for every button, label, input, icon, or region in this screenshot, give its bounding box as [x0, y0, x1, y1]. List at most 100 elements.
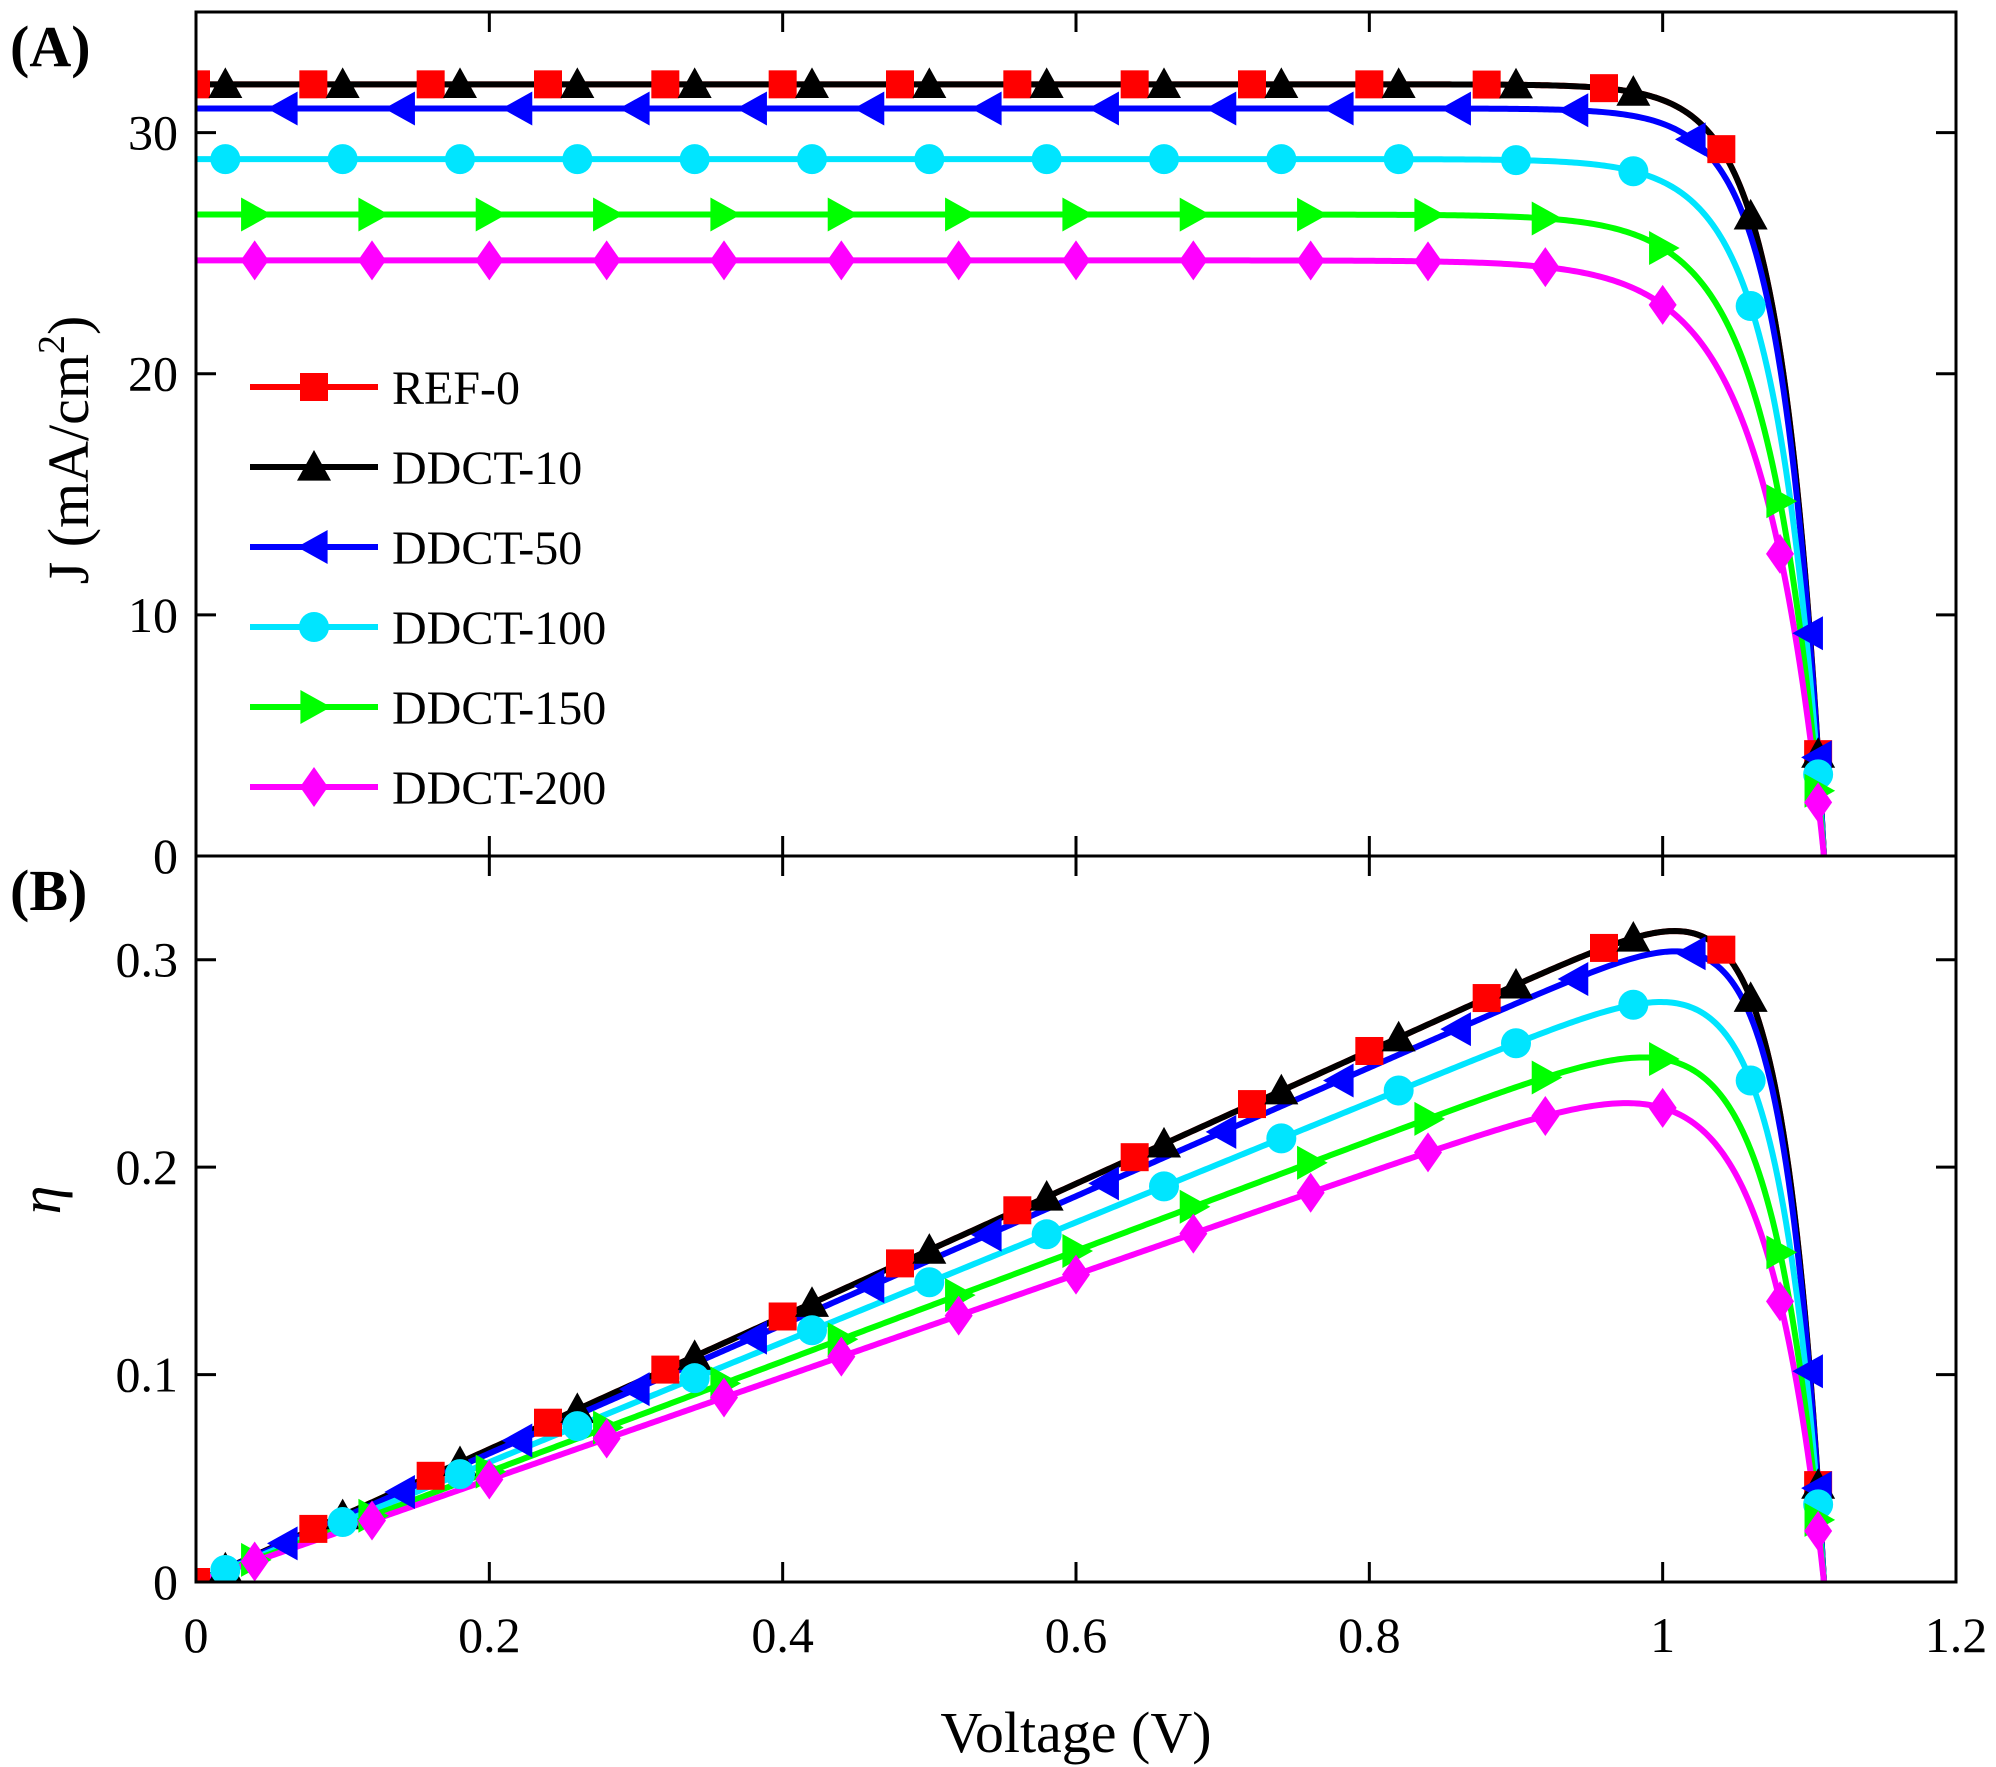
data-point-ref-0: [651, 70, 680, 99]
data-point-ddct-150: [358, 197, 389, 232]
efficiency-line-ddct-200: [196, 1100, 1827, 1582]
efficiency-point-ref-0: [886, 1249, 914, 1278]
data-point-ddct-100: [679, 144, 710, 175]
data-point-ddct-200: [1414, 241, 1442, 282]
data-point-ddct-150: [1179, 197, 1211, 232]
data-point-ddct-50: [853, 91, 885, 126]
data-point-ddct-10: [795, 67, 829, 98]
y-tick-label: 0: [153, 828, 178, 884]
efficiency-point-ddct-200: [1179, 1213, 1208, 1254]
data-point-ddct-150: [1766, 484, 1797, 519]
efficiency-point-ddct-100: [1266, 1123, 1297, 1154]
x-tick-label: 0.2: [458, 1607, 521, 1663]
data-point-ddct-50: [267, 91, 298, 126]
x-tick-label: 0.4: [751, 1607, 814, 1663]
data-point-ddct-150: [945, 197, 976, 232]
efficiency-point-ddct-50: [1205, 1114, 1237, 1149]
efficiency-point-ddct-50: [971, 1217, 1002, 1252]
efficiency-point-ddct-10: [1499, 967, 1533, 999]
data-point-ddct-50: [1323, 91, 1354, 126]
data-point-ddct-50: [736, 91, 767, 126]
data-point-ddct-50: [1440, 91, 1471, 126]
efficiency-point-ddct-10: [795, 1286, 829, 1317]
data-point-ddct-150: [1531, 201, 1563, 236]
data-point-ddct-200: [1179, 240, 1208, 281]
efficiency-point-ddct-100: [562, 1411, 593, 1442]
efficiency-point-ddct-50: [736, 1320, 767, 1355]
efficiency-point-ref-0: [1238, 1090, 1266, 1119]
data-point-ddct-50: [1792, 616, 1823, 651]
panel-a-y-axis-label: J (mA/cm2): [31, 316, 101, 585]
data-point-ddct-10: [208, 67, 243, 98]
legend-entry-ddct-150: DDCT-150: [392, 682, 606, 735]
efficiency-point-ddct-50: [1088, 1166, 1119, 1201]
data-point-ddct-150: [593, 197, 624, 232]
data-point-ddct-200: [475, 240, 504, 281]
legend-marker-ddct-200: [300, 767, 328, 807]
data-point-ddct-10: [1733, 198, 1768, 230]
data-point-ddct-150: [1649, 231, 1680, 266]
y-tick-label: 0: [153, 1554, 178, 1610]
efficiency-point-ddct-100: [1383, 1075, 1414, 1106]
legend-entry-ddct-50: DDCT-50: [392, 522, 582, 575]
data-point-ref-0: [1003, 70, 1032, 99]
efficiency-point-ddct-200: [1296, 1172, 1325, 1213]
data-point-ddct-100: [562, 144, 593, 175]
data-point-ddct-150: [1414, 198, 1445, 233]
y-tick-label: 20: [128, 346, 178, 402]
efficiency-point-ddct-100: [210, 1555, 241, 1582]
efficiency-point-ref-0: [299, 1514, 328, 1543]
y-tick-label: 0.2: [116, 1139, 179, 1195]
efficiency-point-ddct-10: [1029, 1180, 1064, 1211]
data-point-ddct-200: [1648, 284, 1677, 325]
x-tick-label: 0: [184, 1607, 209, 1663]
efficiency-point-ddct-200: [827, 1336, 856, 1377]
efficiency-point-ddct-100: [1735, 1065, 1766, 1096]
efficiency-point-ref-0: [416, 1461, 445, 1490]
efficiency-point-ref-0: [768, 1302, 797, 1331]
data-point-ddct-100: [445, 144, 475, 175]
efficiency-point-ddct-50: [1557, 962, 1589, 997]
data-point-ddct-100: [1149, 144, 1179, 175]
data-point-ddct-10: [1499, 67, 1533, 99]
x-tick-label: 0.8: [1338, 1607, 1401, 1663]
panel-b-markers: [196, 921, 1836, 1582]
efficiency-point-ddct-100: [1618, 989, 1649, 1020]
efficiency-point-ddct-50: [501, 1423, 533, 1458]
efficiency-point-ddct-200: [1804, 1510, 1833, 1551]
data-point-ref-0: [196, 70, 210, 99]
efficiency-point-ddct-50: [619, 1372, 650, 1407]
data-point-ddct-10: [1264, 67, 1299, 98]
efficiency-point-ddct-150: [1297, 1145, 1328, 1180]
data-point-ddct-100: [1735, 290, 1766, 321]
legend-entry-ddct-10: DDCT-10: [392, 442, 582, 495]
panel-b: 0 0.1 0.2 0.3 (B) η: [8, 854, 1958, 1610]
data-point-ddct-200: [1062, 240, 1090, 281]
efficiency-line-ddct-150: [196, 1054, 1827, 1582]
data-point-ddct-100: [1031, 144, 1062, 175]
panel-a-markers: [196, 67, 1836, 823]
efficiency-point-ddct-200: [1414, 1132, 1442, 1173]
efficiency-point-ref-0: [1472, 984, 1501, 1013]
data-point-ref-0: [1472, 70, 1501, 99]
efficiency-point-ref-0: [1355, 1036, 1384, 1065]
legend-marker-ddct-50: [297, 530, 328, 564]
efficiency-point-ddct-10: [1264, 1073, 1299, 1105]
legend-entry-ddct-100: DDCT-100: [392, 602, 606, 655]
data-point-ddct-50: [1088, 91, 1119, 126]
panel-a-y-label-main: J (mA/cm: [36, 354, 101, 584]
legend-marker-ref-0: [300, 373, 328, 401]
data-point-ddct-200: [944, 240, 973, 281]
data-point-ddct-100: [1618, 156, 1649, 187]
data-point-ddct-50: [1205, 91, 1237, 126]
data-point-ddct-150: [241, 197, 272, 232]
efficiency-point-ddct-150: [1414, 1101, 1445, 1136]
data-point-ddct-100: [1501, 145, 1531, 176]
data-point-ddct-200: [592, 240, 621, 281]
data-point-ddct-50: [1557, 93, 1589, 128]
data-point-ref-0: [416, 70, 445, 99]
efficiency-point-ref-0: [196, 1568, 210, 1582]
efficiency-point-ref-0: [1120, 1143, 1149, 1172]
efficiency-point-ref-0: [1003, 1196, 1032, 1225]
data-point-ddct-10: [1381, 67, 1416, 98]
